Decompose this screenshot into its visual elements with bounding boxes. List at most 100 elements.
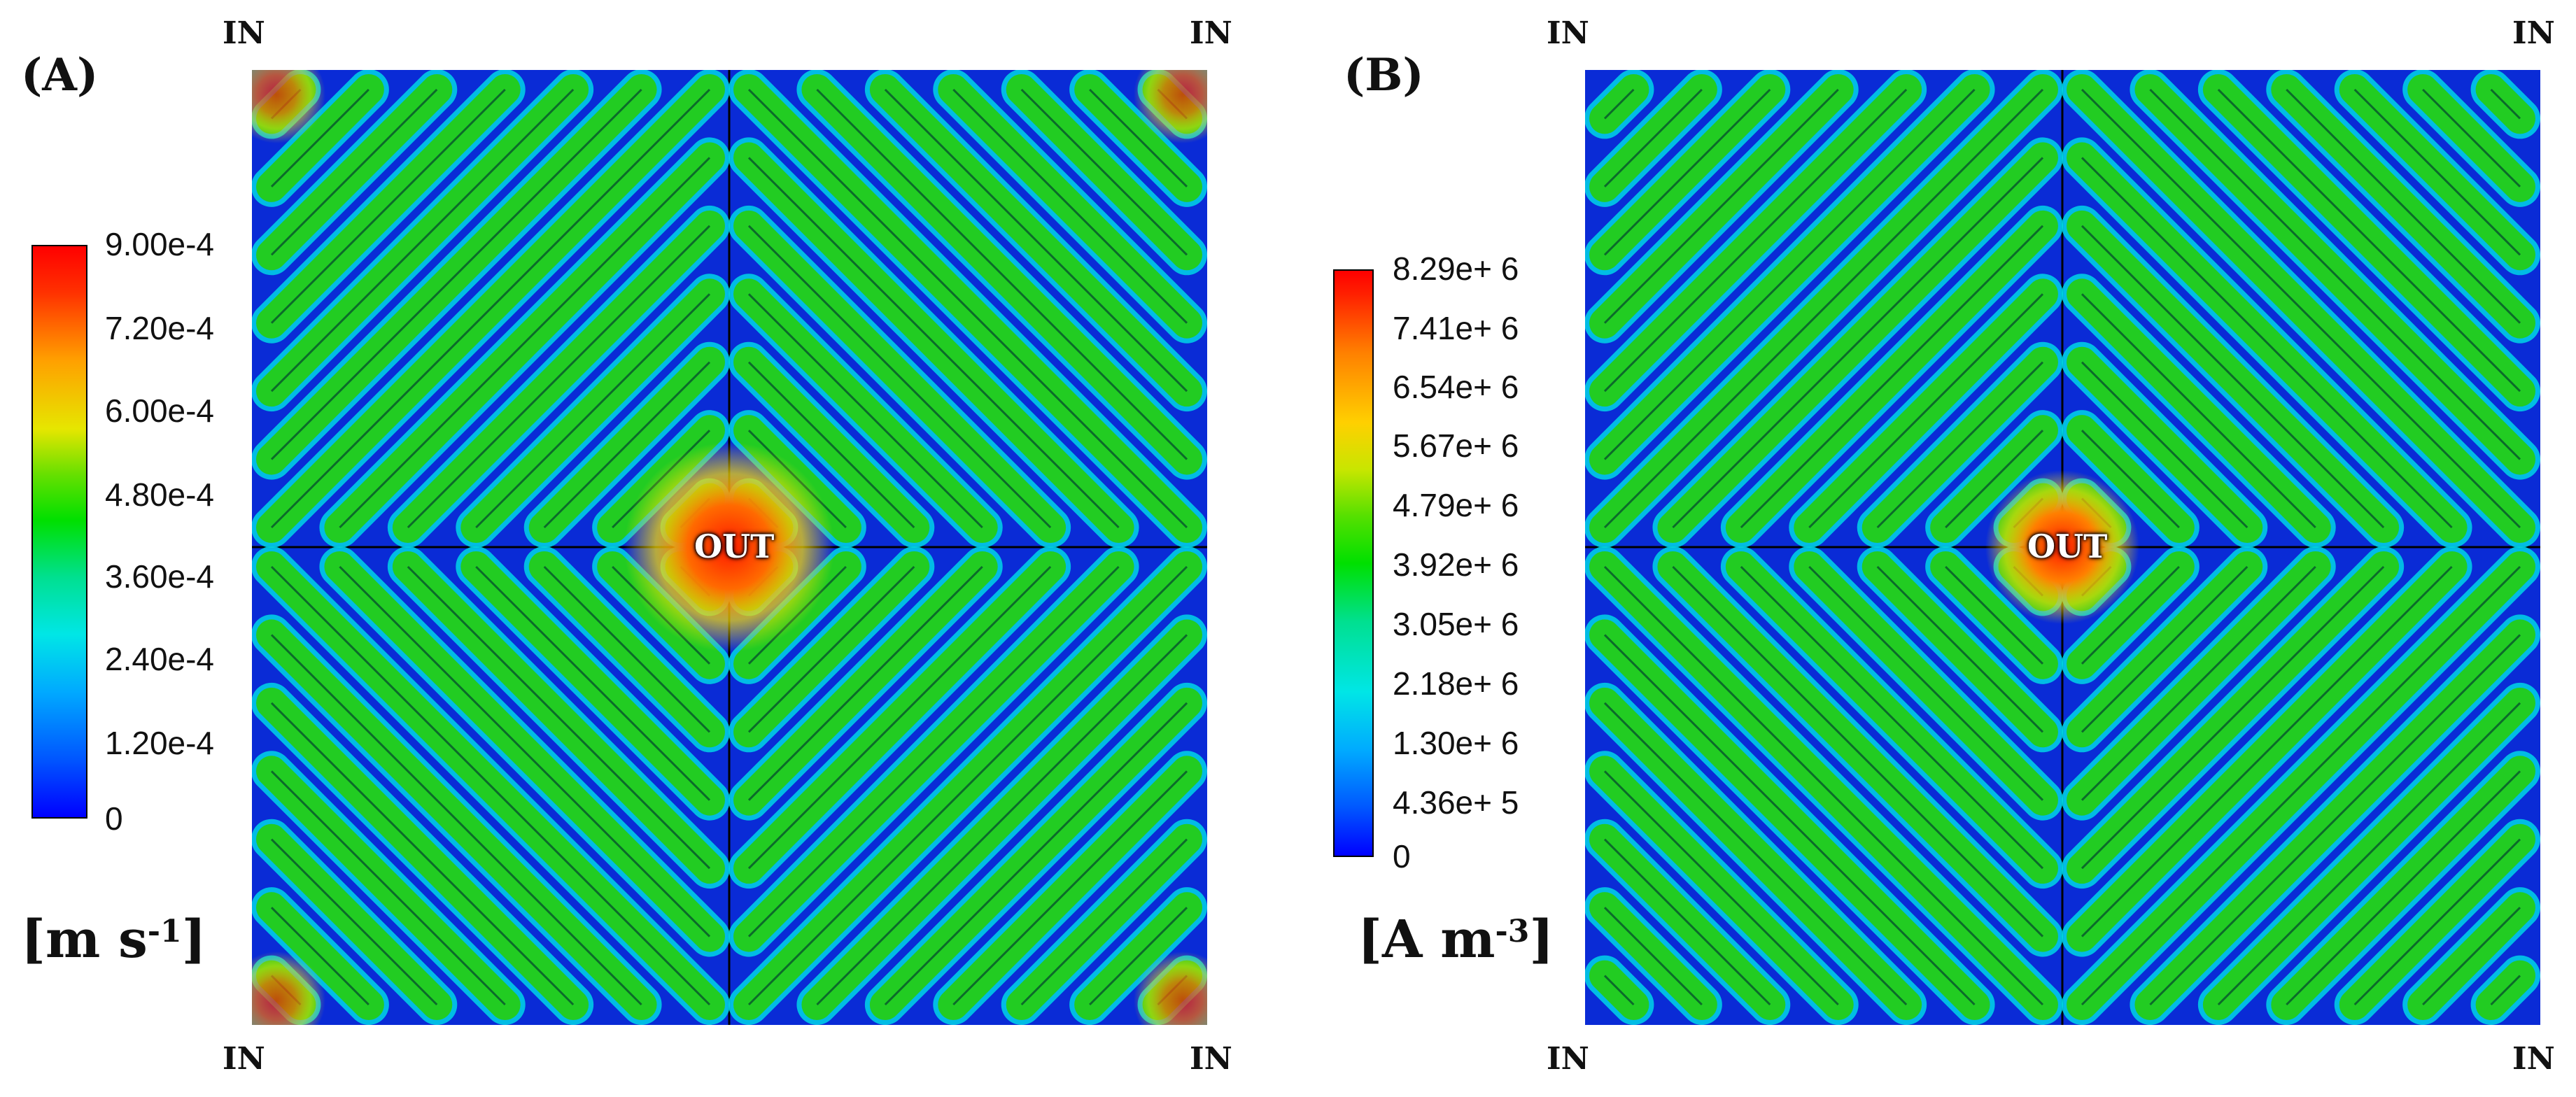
channel-rib bbox=[952, 88, 1188, 324]
panel-a-tick: 4.80e-4 bbox=[105, 476, 215, 513]
panel-a-tick: 9.00e-4 bbox=[105, 226, 215, 262]
channel-rib bbox=[270, 88, 438, 256]
channel-rib bbox=[543, 565, 711, 733]
channel-rib bbox=[1089, 907, 1188, 1006]
panel-b-tick: 3.05e+ 6 bbox=[1393, 606, 1519, 642]
channel-rib bbox=[2286, 770, 2521, 1006]
channel-rib bbox=[884, 702, 1188, 1006]
panel-a-corner-top-left: IN bbox=[223, 15, 265, 51]
panel-a-corner-hotspot bbox=[252, 70, 325, 143]
channel-rib bbox=[1808, 565, 2044, 801]
panel-b-current-field: OUT bbox=[1585, 70, 2540, 1025]
panel-a-outlet-label: OUT bbox=[694, 528, 775, 565]
channel-rib bbox=[1603, 975, 1635, 1006]
channel-rib bbox=[2490, 88, 2521, 120]
channel-rib bbox=[1672, 565, 2044, 937]
panel-b-unit-end: ] bbox=[1529, 910, 1554, 970]
panel-a-flow-field: OUT bbox=[252, 70, 1207, 1025]
panel-b-unit-base: [A m bbox=[1358, 910, 1495, 970]
channel-rib bbox=[816, 88, 1188, 460]
panel-b-tick: 7.41e+ 6 bbox=[1393, 310, 1519, 346]
channel-rib bbox=[2081, 565, 2521, 1006]
panel-b-colorbar-ticks: 8.29e+ 6 7.41e+ 6 6.54e+ 6 5.67e+ 6 4.79… bbox=[1393, 250, 1575, 875]
panel-a-corner-hotspot bbox=[252, 951, 325, 1025]
channel-rib bbox=[2081, 225, 2385, 529]
panel-b-serpentine-channels bbox=[1585, 70, 2540, 1025]
channel-rib bbox=[270, 770, 506, 1006]
channel-rib bbox=[747, 565, 1120, 937]
channel-rib bbox=[1603, 565, 2044, 1006]
channel-rib bbox=[1603, 88, 1908, 392]
panel-a-tick: 1.20e-4 bbox=[105, 725, 215, 761]
channel-rib bbox=[270, 838, 438, 1006]
channel-rib bbox=[2353, 838, 2521, 1006]
channel-rib bbox=[747, 361, 915, 529]
panel-a-label: (A) bbox=[21, 49, 99, 101]
channel-rib bbox=[2081, 565, 2248, 733]
panel-b-tick: 2.18e+ 6 bbox=[1393, 665, 1519, 702]
panel-b-corner-top-left: IN bbox=[1547, 15, 1589, 51]
channel-rib bbox=[2353, 88, 2521, 256]
channel-rib bbox=[884, 88, 1188, 392]
channel-rib bbox=[2081, 361, 2248, 529]
panel-a-unit-end: ] bbox=[181, 910, 206, 970]
channel-rib bbox=[952, 770, 1188, 1006]
panel-b-tick: 0 bbox=[1393, 838, 1411, 875]
panel-b-tick: 6.54e+ 6 bbox=[1393, 369, 1519, 405]
channel-rib bbox=[1603, 88, 1771, 256]
channel-rib bbox=[1603, 838, 1771, 1006]
channel-rib bbox=[1945, 430, 2044, 529]
channel-rib bbox=[2081, 157, 2453, 529]
channel-rib bbox=[747, 565, 1188, 1006]
channel-rib bbox=[1020, 88, 1188, 256]
channel-rib bbox=[407, 225, 711, 529]
channel-rib bbox=[2081, 565, 2180, 665]
panel-b-tick: 3.92e+ 6 bbox=[1393, 546, 1519, 583]
panel-b-tick: 1.30e+ 6 bbox=[1393, 725, 1519, 761]
panel-a-unit: [m s-1] bbox=[21, 910, 206, 970]
channel-rib bbox=[747, 225, 1052, 529]
panel-a-tick: 0 bbox=[105, 800, 123, 837]
channel-rib bbox=[1603, 88, 1839, 324]
panel-b-tick: 4.79e+ 6 bbox=[1393, 487, 1519, 523]
channel-rib bbox=[2149, 88, 2521, 460]
panel-a-colorbar-ticks: 9.00e-4 7.20e-4 6.00e-4 4.80e-4 3.60e-4 … bbox=[105, 226, 287, 837]
channel-rib bbox=[543, 361, 711, 529]
channel-rib bbox=[2217, 702, 2521, 1006]
channel-rib bbox=[747, 293, 983, 529]
panel-a-unit-base: [m s bbox=[21, 910, 148, 970]
channel-rib bbox=[1603, 907, 1703, 1006]
channel-rib bbox=[747, 565, 983, 801]
panel-b-tick: 5.67e+ 6 bbox=[1393, 427, 1519, 464]
panel-b-tick: 8.29e+ 6 bbox=[1393, 250, 1519, 287]
channel-rib bbox=[1603, 88, 1976, 460]
panel-b-corner-top-right: IN bbox=[2512, 15, 2555, 51]
channel-rib bbox=[1603, 88, 1703, 187]
panel-b-outlet-hotspot bbox=[1985, 470, 2139, 624]
panel-b-unit: [A m-3] bbox=[1358, 910, 1554, 970]
panel-a-tick: 7.20e-4 bbox=[105, 310, 215, 346]
channel-rib bbox=[1808, 293, 2044, 529]
channel-rib bbox=[1603, 634, 1976, 1006]
channel-rib bbox=[2490, 975, 2521, 1006]
channel-rib bbox=[2081, 293, 2316, 529]
channel-rib bbox=[270, 88, 369, 187]
channel-rib bbox=[339, 157, 711, 529]
panel-a-corner-bottom-right: IN bbox=[1190, 1041, 1232, 1077]
channel-rib bbox=[2081, 565, 2316, 801]
panel-a-unit-exp: -1 bbox=[147, 914, 182, 949]
channel-rib bbox=[339, 565, 711, 937]
panel-a-serpentine-channels bbox=[252, 70, 1207, 1025]
channel-rib bbox=[270, 88, 575, 392]
channel-rib bbox=[747, 565, 915, 733]
channel-rib bbox=[2422, 88, 2521, 187]
channel-rib bbox=[270, 88, 642, 460]
panel-b-corner-bottom-right: IN bbox=[2512, 1041, 2555, 1077]
channel-rib bbox=[1603, 88, 1635, 120]
panel-a-outlet-hotspot bbox=[624, 442, 834, 652]
panel-a-corner-bottom-left: IN bbox=[223, 1041, 265, 1077]
channel-rib bbox=[2081, 88, 2521, 529]
panel-a-colorbar bbox=[31, 245, 87, 819]
channel-rib bbox=[2081, 430, 2180, 529]
channel-rib bbox=[816, 634, 1188, 1006]
